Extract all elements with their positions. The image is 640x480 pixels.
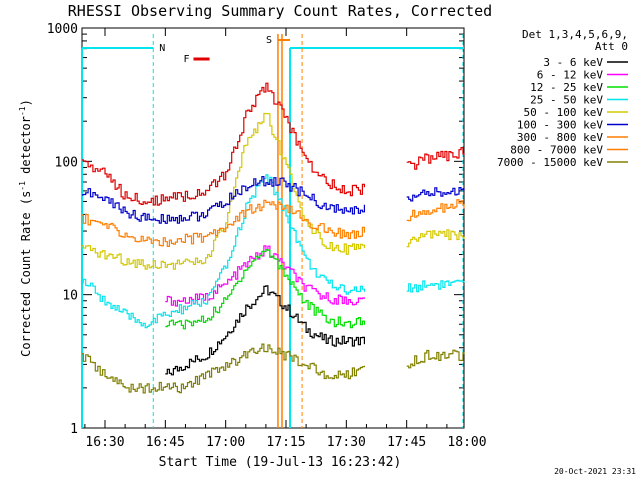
legend-label: 7000 - 15000 keV — [497, 156, 603, 169]
y-axis-label: Corrected Count Rate (s-1 detector-1) — [18, 99, 33, 357]
legend-label: 50 - 100 keV — [524, 106, 604, 119]
legend-label: 100 - 300 keV — [517, 119, 603, 132]
legend-label: 300 - 800 keV — [517, 131, 603, 144]
y-tick-label: 10 — [62, 289, 78, 304]
series-line-3-6-kev — [165, 285, 365, 376]
y-tick-label: 1000 — [47, 22, 78, 37]
series-line-50-100-kev — [82, 112, 365, 270]
series-line-100-300-kev — [82, 176, 365, 224]
legend-label: 12 - 25 keV — [530, 81, 603, 94]
series-line-flare-envelope — [82, 82, 365, 206]
legend-label: 800 - 7000 keV — [510, 144, 603, 157]
y-tick-label: 100 — [55, 155, 78, 170]
flare-label: F — [183, 54, 189, 65]
series-line-7000-15000-kev — [406, 349, 465, 369]
y-tick-label: 1 — [70, 422, 78, 437]
series-line-25-50-kev — [82, 174, 365, 329]
legend-label: 6 - 12 keV — [537, 69, 604, 82]
series-line-100-300-kev — [406, 187, 465, 202]
x-tick-label: 17:15 — [266, 435, 305, 450]
legend-header-2: Att 0 — [595, 40, 628, 53]
series-line-300-800-kev — [406, 199, 465, 222]
x-tick-label: 16:30 — [85, 435, 124, 450]
legend-label: 25 - 50 keV — [530, 94, 603, 107]
plot-frame — [81, 27, 465, 429]
series-line-50-100-kev — [406, 229, 465, 248]
series-line-7000-15000-kev — [82, 343, 365, 394]
x-tick-label: 18:00 — [447, 435, 486, 450]
series-line-300-800-kev — [82, 199, 365, 247]
series-line-flare-envelope — [406, 147, 465, 170]
timestamp: 20-Oct-2021 23:31 — [554, 467, 636, 476]
x-tick-label: 17:00 — [206, 435, 245, 450]
series-line-25-50-kev — [406, 279, 465, 293]
series-line-6-12-kev — [165, 245, 365, 307]
x-axis-label: Start Time (19-Jul-13 16:23:42) — [159, 455, 402, 470]
legend-header-1: Det 1,3,4,5,6,9, — [522, 28, 628, 41]
x-tick-label: 16:45 — [146, 435, 185, 450]
x-tick-label: 17:30 — [327, 435, 366, 450]
night-label: N — [159, 43, 165, 54]
x-tick-label: 17:45 — [387, 435, 426, 450]
legend-label: 3 - 6 keV — [543, 56, 603, 69]
saa-label: S — [266, 35, 272, 46]
series-line-12-25-kev — [165, 249, 365, 330]
chart-title: RHESSI Observing Summary Count Rates, Co… — [68, 2, 492, 20]
